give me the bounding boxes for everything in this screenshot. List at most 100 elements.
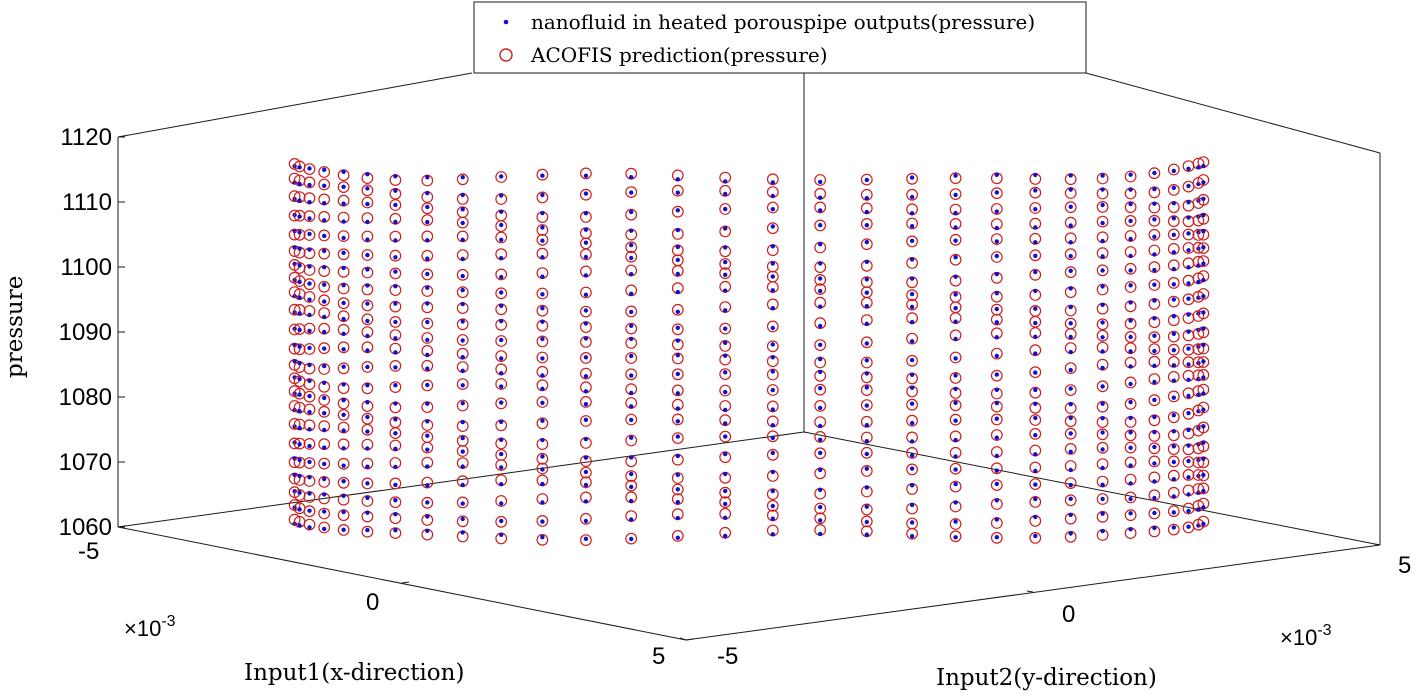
output-point xyxy=(818,223,823,228)
prediction-point xyxy=(1124,281,1137,293)
output-point xyxy=(499,290,504,295)
output-point xyxy=(1152,495,1157,501)
output-point xyxy=(1100,482,1105,487)
output-point xyxy=(1128,430,1133,435)
prediction-point xyxy=(1064,443,1077,455)
prediction-point xyxy=(860,217,873,230)
prediction-point xyxy=(1064,201,1077,214)
prediction-point xyxy=(1167,183,1180,196)
output-point xyxy=(864,371,869,376)
prediction-point xyxy=(337,341,350,354)
prediction-point xyxy=(536,396,549,408)
prediction-point xyxy=(1167,228,1180,241)
prediction-point xyxy=(580,466,592,479)
output-point xyxy=(307,410,312,415)
output-point xyxy=(393,401,398,406)
output-point xyxy=(723,326,728,331)
output-point xyxy=(1128,236,1133,242)
output-point xyxy=(1171,216,1177,221)
prediction-point xyxy=(1167,505,1180,518)
output-point xyxy=(909,385,915,390)
output-point xyxy=(818,369,823,375)
z-axis-label: pressure xyxy=(2,276,28,378)
output-point xyxy=(1152,363,1157,368)
output-point xyxy=(1171,510,1177,515)
output-point xyxy=(1152,316,1157,321)
prediction-point xyxy=(389,381,402,394)
output-point xyxy=(864,259,869,264)
output-point xyxy=(1201,359,1206,364)
output-point xyxy=(1196,507,1201,512)
output-point xyxy=(770,450,775,456)
output-point xyxy=(1171,201,1177,206)
output-point xyxy=(341,364,346,369)
output-point xyxy=(322,167,327,172)
output-point xyxy=(297,263,302,268)
output-point xyxy=(1100,416,1105,421)
output-point xyxy=(1128,187,1133,192)
output-point xyxy=(297,246,302,251)
output-point xyxy=(770,274,775,279)
prediction-point xyxy=(625,352,638,364)
output-point xyxy=(1033,370,1038,375)
output-point xyxy=(341,250,346,255)
output-point xyxy=(583,374,589,379)
output-point xyxy=(297,311,302,316)
prediction-point xyxy=(1096,318,1109,331)
output-point xyxy=(994,517,999,522)
output-point xyxy=(818,423,823,429)
output-point xyxy=(994,372,999,377)
output-point xyxy=(341,201,346,206)
prediction-point xyxy=(1096,264,1109,277)
output-point xyxy=(540,400,545,405)
prediction-point xyxy=(719,384,732,397)
output-point xyxy=(1171,459,1177,465)
output-point xyxy=(1171,378,1177,383)
output-point xyxy=(723,353,728,358)
output-point xyxy=(1171,168,1177,174)
output-point xyxy=(1033,415,1038,421)
output-point xyxy=(583,308,589,313)
output-point xyxy=(540,336,545,342)
output-point xyxy=(583,336,589,341)
output-point xyxy=(909,520,915,525)
prediction-point xyxy=(1197,369,1210,381)
prediction-point xyxy=(1064,266,1077,279)
output-point xyxy=(365,414,370,420)
output-point xyxy=(994,400,999,406)
output-point xyxy=(460,175,465,180)
output-point xyxy=(499,193,504,198)
output-point xyxy=(1100,238,1105,244)
output-point xyxy=(909,453,915,458)
output-point xyxy=(1068,467,1073,473)
output-point xyxy=(499,256,504,261)
prediction-point xyxy=(625,532,638,545)
output-point xyxy=(994,387,999,392)
output-point xyxy=(953,255,958,260)
output-point xyxy=(583,499,589,504)
output-point xyxy=(818,531,823,537)
prediction-point xyxy=(906,217,918,230)
output-point xyxy=(1186,492,1191,497)
prediction-point xyxy=(625,470,638,483)
output-point xyxy=(953,500,958,505)
output-point xyxy=(460,338,465,343)
output-point xyxy=(393,446,398,451)
output-point xyxy=(994,535,999,540)
prediction-point xyxy=(671,323,684,336)
output-point xyxy=(1186,329,1191,334)
output-point xyxy=(723,533,728,539)
output-point xyxy=(1186,393,1191,399)
output-point xyxy=(770,369,775,374)
prediction-point xyxy=(361,313,374,326)
output-point xyxy=(770,325,775,331)
prediction-point xyxy=(625,368,638,381)
output-point xyxy=(864,385,869,390)
output-point xyxy=(365,237,370,242)
prediction-point xyxy=(906,398,918,411)
prediction-point xyxy=(860,336,873,349)
prediction-point xyxy=(361,299,374,312)
output-point xyxy=(1033,387,1038,393)
output-point xyxy=(540,274,545,279)
output-point xyxy=(583,355,589,360)
